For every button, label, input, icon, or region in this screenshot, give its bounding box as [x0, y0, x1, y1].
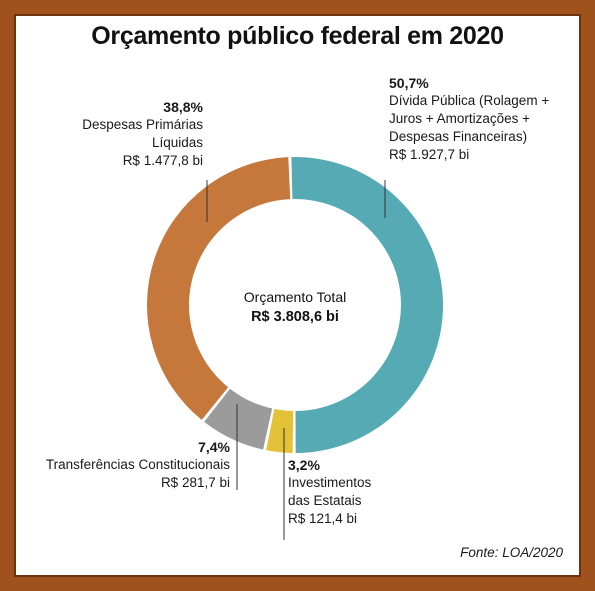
- value-despesas: R$ 1.477,8 bi: [122, 153, 203, 168]
- center-value: R$ 3.808,6 bi: [251, 309, 339, 325]
- pct-investimentos: 3,2%: [288, 457, 320, 473]
- value-transferencias: R$ 281,7 bi: [160, 475, 230, 490]
- value-investimentos: R$ 121,4 bi: [288, 511, 358, 526]
- value-divida: R$ 1.927,7 bi: [389, 147, 470, 162]
- slice-divida: [291, 156, 444, 453]
- name-divida-line3: Despesas Financeiras): [389, 129, 528, 144]
- label-despesas: 38,8% Despesas Primárias Líquidas R$ 1.4…: [40, 98, 203, 170]
- label-transferencias: 7,4% Transferências Constitucionais R$ 2…: [20, 438, 230, 492]
- name-investimentos-line2: das Estatais: [288, 493, 362, 508]
- name-despesas-line1: Despesas Primárias: [82, 117, 203, 132]
- label-divida: 50,7% Dívida Pública (Rolagem + Juros + …: [389, 74, 549, 164]
- chart-title: Orçamento público federal em 2020: [91, 22, 504, 50]
- name-divida-line2: Juros + Amortizações +: [389, 111, 531, 126]
- label-investimentos: 3,2% Investimentos das Estatais R$ 121,4…: [288, 456, 371, 528]
- pct-despesas: 38,8%: [163, 99, 203, 115]
- slice-transferencias: [204, 388, 273, 450]
- name-despesas-line2: Líquidas: [151, 135, 203, 150]
- source-note: Fonte: LOA/2020: [460, 545, 563, 560]
- slice-despesas: [146, 157, 291, 420]
- center-label: Orçamento Total: [243, 289, 347, 305]
- name-divida-line1: Dívida Pública (Rolagem +: [389, 93, 550, 108]
- slice-investimentos: [266, 408, 294, 453]
- name-investimentos-line1: Investimentos: [288, 475, 372, 490]
- pct-divida: 50,7%: [389, 75, 429, 91]
- center-total: Orçamento Total R$ 3.808,6 bi: [200, 288, 390, 327]
- name-transferencias-line1: Transferências Constitucionais: [45, 457, 230, 472]
- pct-transferencias: 7,4%: [198, 439, 230, 455]
